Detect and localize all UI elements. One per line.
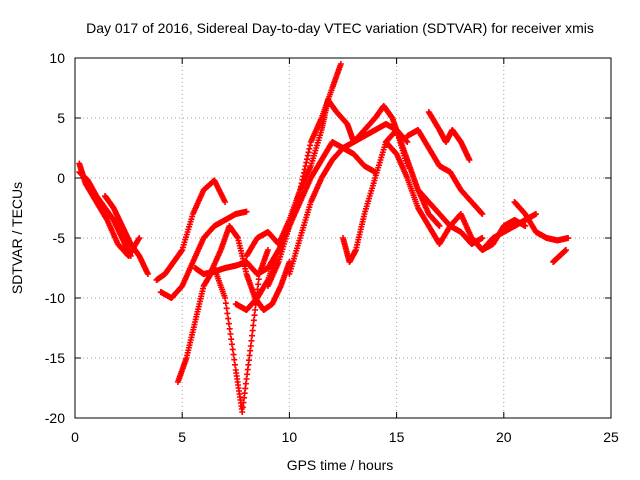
data-point xyxy=(251,312,258,319)
data-point xyxy=(479,211,486,217)
y-tick-label: 5 xyxy=(57,110,65,126)
series-arc11 xyxy=(264,139,379,289)
x-axis-label: GPS time / hours xyxy=(287,457,394,473)
data-point xyxy=(224,310,231,317)
series-arc17 xyxy=(425,109,473,163)
y-tick-label: -20 xyxy=(45,410,65,426)
data-point xyxy=(255,281,262,288)
data-point xyxy=(286,259,293,265)
data-point xyxy=(562,247,569,253)
x-tick-label: 20 xyxy=(496,429,512,445)
y-tick-label: -10 xyxy=(45,290,65,306)
series-arc10 xyxy=(243,97,357,259)
series-arc22 xyxy=(550,247,569,265)
data-point xyxy=(254,286,261,293)
data-point xyxy=(222,199,229,205)
y-tick-label: -15 xyxy=(45,350,65,366)
data-point xyxy=(243,208,250,215)
data-point xyxy=(532,211,539,217)
data-point xyxy=(231,356,238,363)
data-point xyxy=(255,276,262,283)
data-point xyxy=(222,295,229,301)
x-tick-label: 25 xyxy=(603,429,619,445)
x-tick-label: 0 xyxy=(71,429,79,445)
data-point xyxy=(225,315,232,322)
series-arc18 xyxy=(415,187,486,247)
y-axis-label: SDTVAR / TECUs xyxy=(9,182,25,294)
data-point xyxy=(436,223,443,229)
x-tick-label: 15 xyxy=(389,429,405,445)
series-arc8 xyxy=(207,223,293,313)
data-point xyxy=(250,322,257,329)
data-point xyxy=(247,343,254,349)
data-point xyxy=(337,61,344,67)
data-point xyxy=(466,157,473,163)
data-point xyxy=(127,253,134,259)
data-point xyxy=(228,336,235,343)
series-arc14 xyxy=(350,103,443,229)
data-point xyxy=(565,235,572,241)
data-point xyxy=(232,361,239,368)
data-point xyxy=(222,300,229,307)
data-point xyxy=(248,337,255,344)
data-point xyxy=(404,139,411,145)
data-point xyxy=(250,317,257,324)
y-tick-label: -5 xyxy=(53,230,66,246)
data-point xyxy=(249,332,256,339)
series-arc20 xyxy=(479,211,539,253)
series-arc3 xyxy=(102,193,151,277)
tick-layer: 0 5 10 15 20 25 -20 -15 -10 -5 0 5 10 xyxy=(45,50,619,445)
series-arc4 xyxy=(153,177,229,283)
data-point xyxy=(228,341,235,348)
data-point xyxy=(230,351,237,358)
x-tick-label: 10 xyxy=(282,429,298,445)
y-tick-label: 10 xyxy=(49,50,65,66)
data-point xyxy=(227,331,234,337)
series-arc2 xyxy=(76,169,134,259)
chart-title: Day 017 of 2016, Sidereal Day-to-day VTE… xyxy=(86,20,594,36)
data-point xyxy=(144,271,151,277)
x-tick-label: 5 xyxy=(178,429,186,445)
data-point xyxy=(264,247,271,253)
data-point xyxy=(249,327,256,334)
data-point xyxy=(229,346,236,353)
data-point xyxy=(136,235,143,241)
data-point xyxy=(223,305,230,312)
data-point xyxy=(226,325,233,332)
data-point xyxy=(225,320,232,327)
data-point xyxy=(252,307,259,313)
y-tick-label: 0 xyxy=(57,170,65,186)
data-point xyxy=(522,223,529,229)
series-arc5 xyxy=(157,208,250,301)
data-point xyxy=(479,235,486,241)
series-arc21 xyxy=(511,199,572,244)
series-arc16 xyxy=(404,127,486,217)
series-layer xyxy=(76,61,572,415)
